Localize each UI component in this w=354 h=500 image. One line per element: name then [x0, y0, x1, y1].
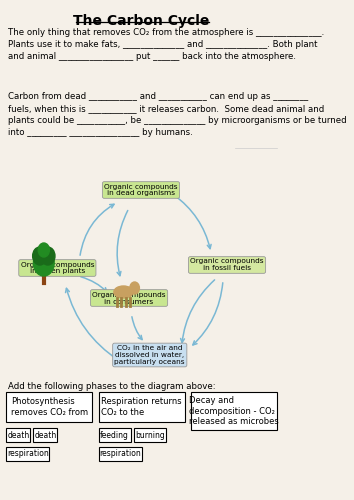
Text: respiration: respiration [7, 450, 49, 458]
Text: Organic compounds
in fossil fuels: Organic compounds in fossil fuels [190, 258, 264, 272]
FancyBboxPatch shape [99, 392, 185, 422]
Circle shape [130, 282, 139, 294]
Text: death: death [34, 430, 57, 440]
Text: The Carbon Cycle: The Carbon Cycle [73, 14, 209, 28]
Text: Organic compounds
in dead organisms: Organic compounds in dead organisms [104, 184, 178, 196]
Ellipse shape [114, 286, 133, 298]
Text: CO₂ in the air and
dissolved in water,
particularly oceans: CO₂ in the air and dissolved in water, p… [114, 345, 185, 365]
FancyBboxPatch shape [134, 428, 166, 442]
FancyBboxPatch shape [99, 428, 131, 442]
Text: Respiration returns
CO₂ to the: Respiration returns CO₂ to the [102, 398, 182, 416]
Text: feeding: feeding [100, 430, 129, 440]
FancyBboxPatch shape [34, 428, 57, 442]
Text: plants could be ___________, be ______________ by microorganisms or be turned: plants could be ___________, be ________… [8, 116, 347, 125]
Text: death: death [7, 430, 29, 440]
Text: Decay and
decomposition - CO₂
released as microbes: Decay and decomposition - CO₂ released a… [189, 396, 279, 426]
Text: The only thing that removes CO₂ from the atmosphere is _______________.: The only thing that removes CO₂ from the… [8, 28, 324, 37]
Text: Organic compounds
in consumers: Organic compounds in consumers [92, 292, 166, 304]
Text: respiration: respiration [99, 450, 141, 458]
Text: Plants use it to make fats, ______________ and ______________. Both plant: Plants use it to make fats, ____________… [8, 40, 318, 49]
Circle shape [41, 247, 55, 265]
Text: Carbon from dead ___________ and ___________ can end up as ________: Carbon from dead ___________ and _______… [8, 92, 308, 101]
Text: Organic compounds
in green plants: Organic compounds in green plants [21, 262, 94, 274]
FancyBboxPatch shape [191, 392, 277, 430]
Text: into _________ ________________ by humans.: into _________ ________________ by human… [8, 128, 193, 137]
Text: burning: burning [135, 430, 165, 440]
FancyBboxPatch shape [6, 447, 50, 461]
FancyBboxPatch shape [6, 392, 92, 422]
Text: Add the following phases to the diagram above:: Add the following phases to the diagram … [8, 382, 216, 391]
Text: Photosynthesis
removes CO₂ from: Photosynthesis removes CO₂ from [11, 398, 88, 416]
Circle shape [34, 250, 54, 276]
Circle shape [38, 243, 50, 257]
FancyBboxPatch shape [99, 447, 142, 461]
FancyBboxPatch shape [6, 428, 30, 442]
Text: and animal _________________ put ______ back into the atmosphere.: and animal _________________ put ______ … [8, 52, 296, 61]
Circle shape [33, 247, 47, 265]
Text: fuels, when this is ___________ it releases carbon.  Some dead animal and: fuels, when this is ___________ it relea… [8, 104, 324, 113]
